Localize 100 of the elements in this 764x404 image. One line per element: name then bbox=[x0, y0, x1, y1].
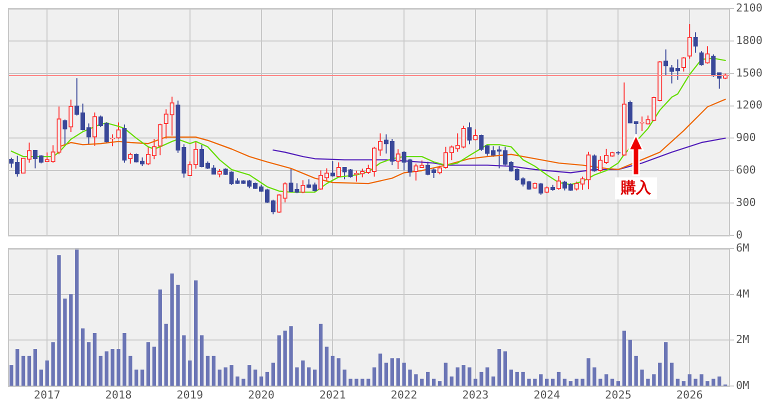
bar bbox=[438, 381, 442, 386]
bar bbox=[330, 356, 334, 386]
candlestick bbox=[652, 96, 656, 122]
candlestick bbox=[62, 119, 68, 146]
candlestick bbox=[467, 122, 472, 145]
bar bbox=[432, 378, 436, 386]
bar bbox=[206, 356, 210, 386]
bar bbox=[539, 374, 543, 386]
y-tick-label: 300 bbox=[736, 196, 756, 209]
bar bbox=[92, 333, 97, 386]
bar bbox=[116, 349, 120, 386]
bar bbox=[271, 362, 275, 386]
candlestick bbox=[699, 50, 704, 66]
bar bbox=[491, 376, 496, 386]
bar bbox=[521, 372, 525, 386]
bar bbox=[568, 381, 572, 386]
candlestick bbox=[634, 120, 638, 135]
bar bbox=[598, 378, 602, 386]
candlestick bbox=[586, 151, 591, 190]
candlestick bbox=[408, 158, 412, 178]
candlestick bbox=[158, 123, 162, 156]
candlestick bbox=[98, 115, 103, 128]
candlestick bbox=[68, 99, 74, 133]
bar bbox=[318, 324, 323, 386]
bar bbox=[33, 349, 38, 386]
bar bbox=[45, 360, 49, 386]
bar bbox=[712, 378, 716, 386]
bar bbox=[682, 381, 686, 386]
bar bbox=[69, 294, 73, 386]
candlestick bbox=[687, 24, 692, 60]
bar bbox=[301, 360, 305, 386]
y-tick-label: 600 bbox=[736, 163, 756, 176]
bar bbox=[27, 356, 32, 386]
bar bbox=[212, 356, 216, 386]
bar bbox=[324, 346, 329, 386]
bar bbox=[533, 378, 537, 386]
bar bbox=[372, 367, 376, 386]
candlestick bbox=[164, 108, 168, 140]
candlestick bbox=[592, 154, 597, 172]
candlestick bbox=[538, 182, 544, 196]
bar bbox=[503, 351, 508, 386]
candlestick bbox=[461, 125, 466, 149]
bar bbox=[51, 342, 55, 386]
candlestick bbox=[116, 122, 121, 140]
bar bbox=[700, 374, 704, 386]
bar bbox=[444, 362, 448, 386]
bar bbox=[474, 378, 478, 386]
candlestick bbox=[194, 141, 198, 170]
bar bbox=[307, 367, 311, 386]
candlestick bbox=[104, 122, 109, 144]
candlestick bbox=[705, 46, 710, 64]
bar bbox=[468, 367, 472, 386]
x-tick-label: 2018 bbox=[105, 388, 132, 402]
bar bbox=[574, 378, 578, 386]
candlestick bbox=[520, 176, 526, 187]
bar bbox=[676, 378, 680, 386]
bar bbox=[194, 280, 198, 386]
bar bbox=[176, 284, 180, 386]
bar bbox=[562, 378, 567, 386]
bar bbox=[75, 248, 79, 386]
bar bbox=[158, 289, 162, 386]
bar bbox=[670, 362, 674, 386]
x-tick-label: 2020 bbox=[248, 388, 275, 402]
candlestick bbox=[276, 194, 282, 214]
candlestick bbox=[580, 176, 585, 190]
bar bbox=[628, 340, 632, 386]
candlestick bbox=[288, 168, 294, 193]
bar bbox=[200, 335, 204, 386]
x-tick-label: 2022 bbox=[390, 388, 418, 402]
bar bbox=[146, 342, 150, 386]
y-tick-label: 2M bbox=[736, 333, 750, 346]
candlestick bbox=[170, 96, 174, 136]
candlestick bbox=[693, 32, 698, 54]
bar bbox=[289, 326, 293, 386]
bar bbox=[134, 370, 138, 386]
bar bbox=[218, 370, 222, 386]
y-tick-label: 900 bbox=[736, 131, 756, 144]
bar bbox=[230, 365, 234, 386]
x-tick-label: 2017 bbox=[34, 388, 60, 402]
bar bbox=[16, 349, 20, 386]
candlestick bbox=[342, 166, 347, 180]
bar bbox=[110, 349, 114, 386]
bar bbox=[39, 370, 43, 386]
bar bbox=[509, 370, 513, 386]
y-tick-label: 0M bbox=[736, 378, 750, 392]
bar bbox=[122, 333, 126, 386]
y-tick-label: 1200 bbox=[736, 98, 762, 112]
bar bbox=[336, 358, 340, 386]
bar bbox=[366, 378, 370, 386]
bar bbox=[462, 365, 466, 386]
bar bbox=[242, 378, 246, 386]
bar bbox=[396, 358, 400, 386]
bar bbox=[486, 367, 490, 386]
bar bbox=[420, 378, 424, 386]
bar bbox=[706, 381, 710, 386]
candlestick bbox=[663, 48, 668, 76]
candlestick bbox=[681, 56, 686, 72]
candlestick bbox=[92, 112, 98, 146]
y-tick-label: 6M bbox=[736, 241, 750, 254]
bar bbox=[128, 356, 132, 386]
